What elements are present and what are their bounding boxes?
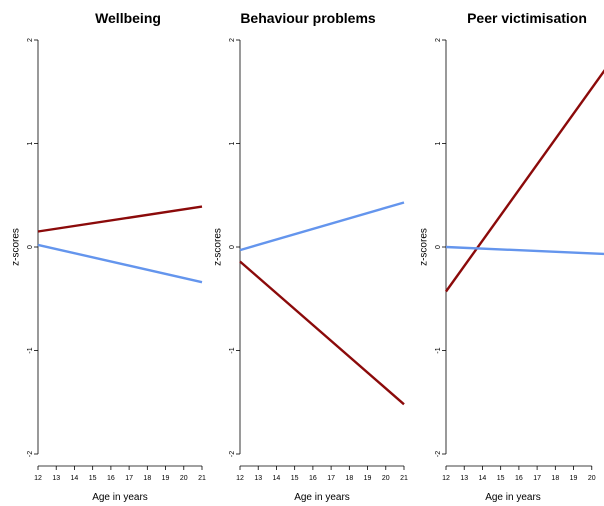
x-tick-label: 20 xyxy=(382,475,390,482)
y-tick-label: -1 xyxy=(229,347,236,353)
y-tick-label: 2 xyxy=(27,38,34,42)
x-axis-label-1: Age in years xyxy=(92,492,148,503)
y-axis-label-1: z-scores xyxy=(11,228,22,266)
x-axis-label-3: Age in years xyxy=(485,492,541,503)
y-tick-label: 2 xyxy=(229,38,236,42)
x-tick-label: 19 xyxy=(570,475,578,482)
x-tick-label: 18 xyxy=(551,475,559,482)
y-axis-label-3: z-scores xyxy=(419,228,430,266)
y-tick-label: 0 xyxy=(435,245,442,249)
x-tick-label: 17 xyxy=(125,475,133,482)
x-tick-label: 16 xyxy=(515,475,523,482)
y-tick-label: 2 xyxy=(435,38,442,42)
x-tick-label: 21 xyxy=(400,475,408,482)
x-tick-label: 19 xyxy=(162,475,170,482)
series-line-1-1 xyxy=(37,205,203,233)
y-tick-label: -2 xyxy=(435,451,442,457)
y-tick-label: 0 xyxy=(229,245,236,249)
y-tick-label: -2 xyxy=(27,451,34,457)
x-tick-label: 14 xyxy=(273,475,281,482)
series-line-3-2 xyxy=(445,245,604,256)
x-tick-label: 13 xyxy=(254,475,262,482)
y-tick-label: 0 xyxy=(27,245,34,249)
x-tick-label: 20 xyxy=(180,475,188,482)
x-tick-label: 13 xyxy=(460,475,468,482)
y-tick-label: 1 xyxy=(435,141,442,145)
y-tick-label: 1 xyxy=(229,141,236,145)
x-tick-label: 12 xyxy=(442,475,450,482)
y-tick-label: -1 xyxy=(435,347,442,353)
x-tick-label: 15 xyxy=(497,475,505,482)
series-line-2-2 xyxy=(239,201,405,252)
y-tick-label: 1 xyxy=(27,141,34,145)
series-line-3-1 xyxy=(445,69,604,293)
x-tick-label: 14 xyxy=(71,475,79,482)
x-tick-label: 21 xyxy=(198,475,206,482)
y-tick-label: -2 xyxy=(229,451,236,457)
x-tick-label: 12 xyxy=(34,475,42,482)
x-tick-label: 15 xyxy=(89,475,97,482)
x-axis-label-2: Age in years xyxy=(294,492,350,503)
x-tick-label: 18 xyxy=(143,475,151,482)
x-tick-label: 14 xyxy=(479,475,487,482)
x-tick-label: 13 xyxy=(52,475,60,482)
x-tick-label: 16 xyxy=(107,475,115,482)
y-axis-label-2: z-scores xyxy=(213,228,224,266)
x-tick-label: 16 xyxy=(309,475,317,482)
series-line-1-2 xyxy=(37,243,203,284)
series-line-2-1 xyxy=(239,260,405,406)
y-tick-label: -1 xyxy=(27,347,34,353)
x-tick-label: 12 xyxy=(236,475,244,482)
chart-title-2: Behaviour problems xyxy=(240,10,376,26)
chart-title-1: Wellbeing xyxy=(95,10,161,26)
chart-title-3: Peer victimisation xyxy=(467,10,587,26)
x-tick-label: 15 xyxy=(291,475,299,482)
x-tick-label: 20 xyxy=(588,475,596,482)
x-tick-label: 17 xyxy=(327,475,335,482)
x-tick-label: 19 xyxy=(364,475,372,482)
x-tick-label: 17 xyxy=(533,475,541,482)
x-tick-label: 18 xyxy=(345,475,353,482)
